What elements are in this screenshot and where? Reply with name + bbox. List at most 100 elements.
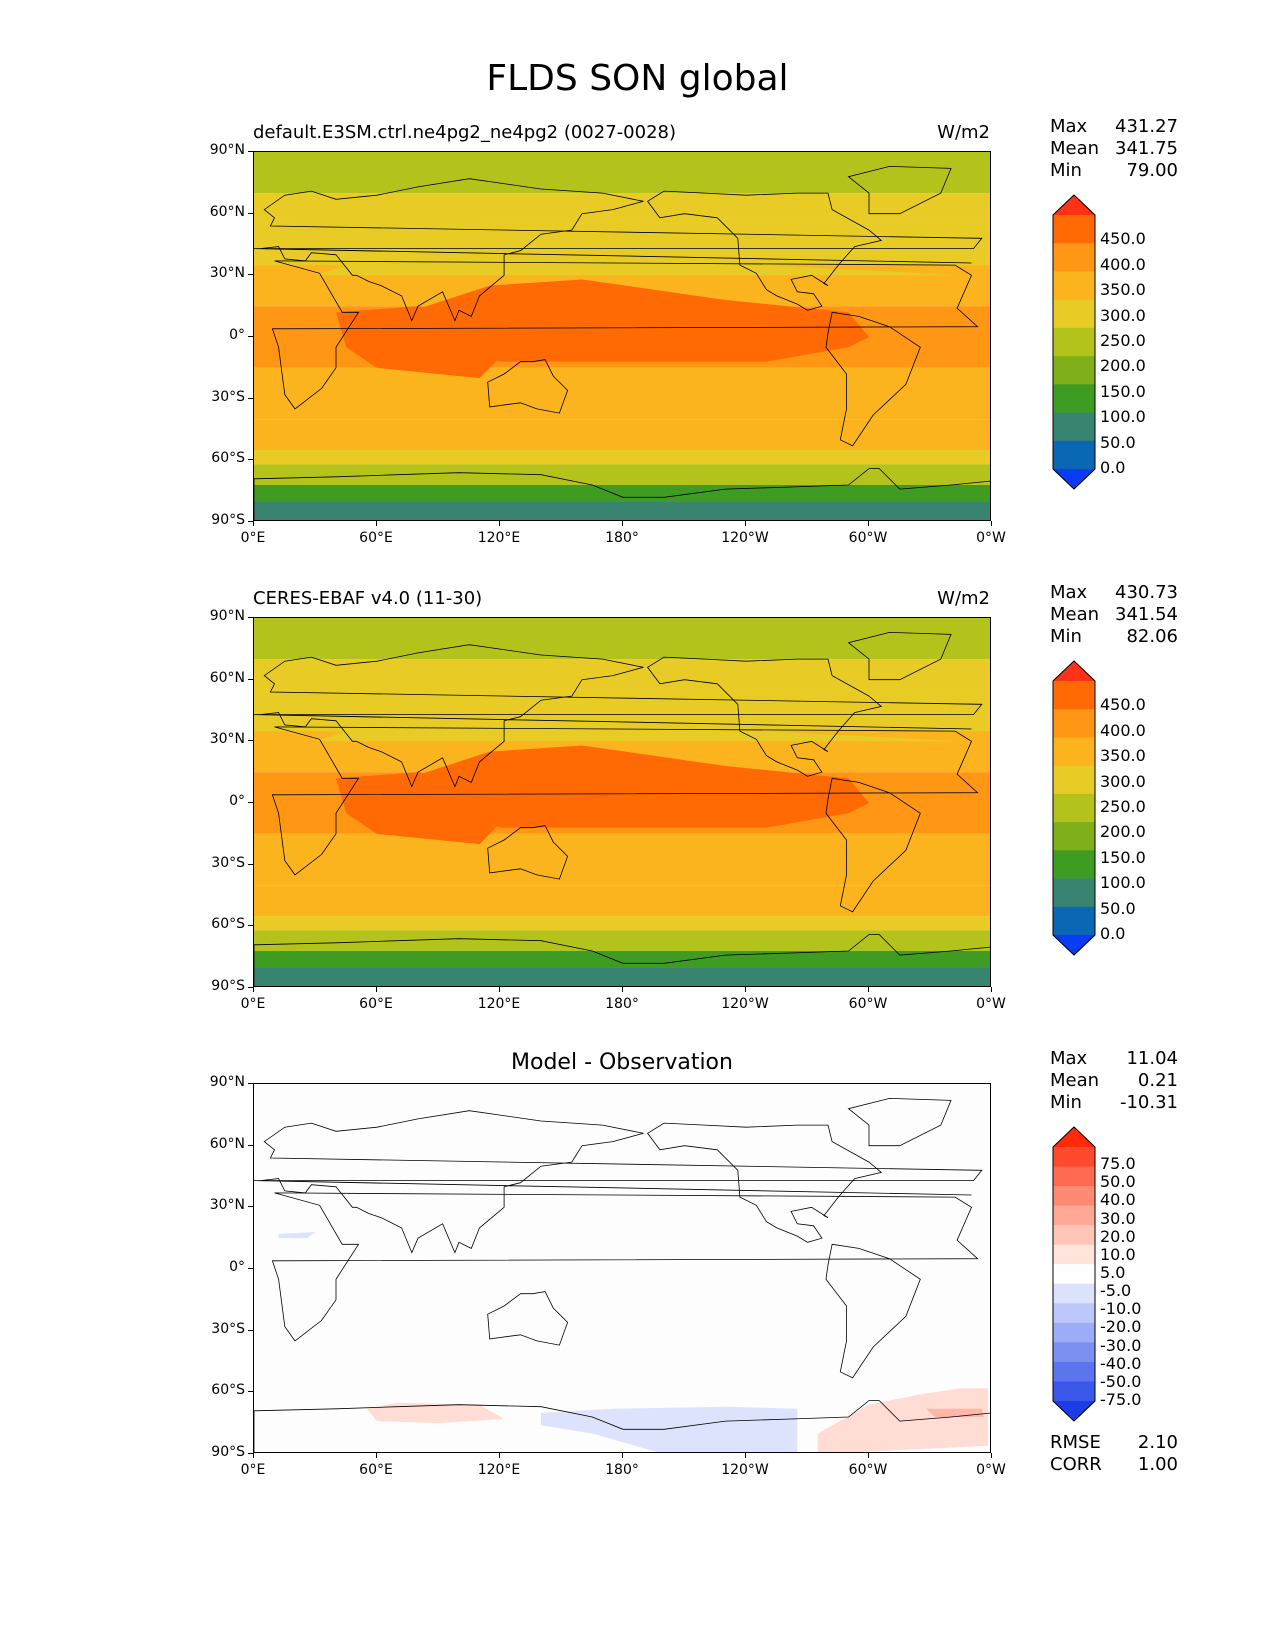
colorbar-extend-min xyxy=(1053,469,1095,489)
lon-tick-mark xyxy=(868,521,869,526)
lon-tick-label: 60°W xyxy=(848,530,888,546)
lat-tick-label: 90°N xyxy=(209,142,245,158)
lat-tick-label: 0° xyxy=(229,327,245,343)
mean-value: 341.75 xyxy=(1115,138,1178,159)
panel2-title: CERES-EBAF v4.0 (11-30) xyxy=(253,588,483,609)
colorbar-segment xyxy=(1053,1342,1095,1363)
colorbar-segment xyxy=(1053,1244,1095,1265)
lat-tick-label: 60°S xyxy=(211,450,245,467)
lat-tick-mark xyxy=(248,1144,253,1146)
colorbar-tick-label: 300.0 xyxy=(1100,305,1146,325)
lon-tick-label: 0°W xyxy=(976,996,1006,1012)
diff-pos-weddell xyxy=(817,1388,988,1452)
lat-tick-label: 90°S xyxy=(211,978,245,994)
coastline-3 xyxy=(825,1243,921,1379)
map-svg xyxy=(254,1084,990,1452)
colorbar-segment xyxy=(1053,737,1095,767)
lat-tick-mark xyxy=(248,740,253,742)
lon-tick-mark xyxy=(991,987,992,992)
lon-tick-label: 0°W xyxy=(976,530,1006,546)
colorbar-tick-label: 350.0 xyxy=(1100,280,1146,300)
colorbar-tick-label: 10.0 xyxy=(1100,1244,1136,1264)
coastline-3 xyxy=(825,777,921,913)
min-value: 82.06 xyxy=(1126,626,1178,647)
lon-tick-mark xyxy=(253,1453,254,1458)
colorbar-segment xyxy=(1053,299,1095,329)
colorbar-extend-min xyxy=(1053,1401,1095,1421)
field-band-7 xyxy=(254,916,990,931)
coastline-5 xyxy=(847,165,952,215)
diff-background xyxy=(254,1084,990,1452)
lon-tick-label: 0°E xyxy=(240,1462,266,1478)
lat-tick-mark xyxy=(248,802,253,803)
colorbar-tick-label: 50.0 xyxy=(1100,1172,1136,1192)
lon-tick-label: 180° xyxy=(605,1462,639,1478)
colorbar-svg xyxy=(1052,660,1096,956)
diff-pos-weddell-core xyxy=(926,1408,984,1417)
field-indian-warm xyxy=(336,772,500,845)
colorbar-extend-min xyxy=(1053,935,1095,955)
lon-tick-label: 120°W xyxy=(721,530,769,546)
lat-tick-label: 60°N xyxy=(209,203,245,220)
colorbar-tick-label: 5.0 xyxy=(1100,1263,1126,1282)
field-band-0 xyxy=(254,152,990,194)
coastline-6 xyxy=(254,1400,990,1452)
colorbar-segment xyxy=(1053,681,1095,710)
colorbar-outline xyxy=(1052,660,1096,956)
colorbar-tick-label: 30.0 xyxy=(1100,1208,1136,1228)
max-label: Max xyxy=(1050,116,1088,137)
colorbar-tick-label: 400.0 xyxy=(1100,720,1146,740)
max-label: Max xyxy=(1050,582,1088,603)
colorbar-tick-label: 150.0 xyxy=(1100,381,1146,401)
lon-tick-mark xyxy=(499,521,500,526)
colorbar-outline xyxy=(1052,1126,1096,1422)
lon-tick-mark xyxy=(622,521,623,526)
field-band-8 xyxy=(254,930,990,951)
colorbar-segment xyxy=(1053,793,1095,823)
field-indian-warm xyxy=(336,306,500,379)
field-band-5 xyxy=(254,367,990,420)
lat-tick-label: 0° xyxy=(229,1259,245,1275)
lat-tick-label: 30°N xyxy=(209,265,245,282)
coastline-1 xyxy=(254,644,983,788)
coastline-6 xyxy=(254,468,990,520)
lat-tick-mark xyxy=(248,1206,253,1208)
lat-tick-mark xyxy=(248,212,253,214)
colorbar-tick-label: 250.0 xyxy=(1100,797,1146,816)
panel3-stats: Max 11.04 Mean 0.21 Min -10.31 xyxy=(1050,1048,1178,1114)
panel2-units: W/m2 xyxy=(937,588,990,609)
colorbar-segment xyxy=(1053,765,1095,795)
colorbar-segment xyxy=(1053,709,1095,738)
lon-tick-label: 120°E xyxy=(477,530,521,546)
colorbar-tick-label: -40.0 xyxy=(1100,1353,1142,1373)
max-value: 431.27 xyxy=(1115,116,1178,137)
colorbar-svg xyxy=(1052,194,1096,490)
field-dry-north xyxy=(254,675,962,742)
field-band-8 xyxy=(254,464,990,485)
max-label: Max xyxy=(1050,1048,1088,1069)
panel1-map xyxy=(253,151,991,521)
colorbar-tick-label: 150.0 xyxy=(1100,847,1146,867)
colorbar-segment xyxy=(1053,1283,1095,1304)
lat-tick-label: 90°S xyxy=(211,512,245,528)
colorbar-tick-label: -5.0 xyxy=(1100,1281,1132,1301)
lon-tick-mark xyxy=(376,521,377,526)
coastline-0 xyxy=(271,726,979,876)
colorbar-segment xyxy=(1053,1225,1095,1246)
corr-label: CORR xyxy=(1050,1454,1102,1475)
colorbar-tick-label: -20.0 xyxy=(1100,1317,1142,1337)
lat-tick-mark xyxy=(248,1391,253,1393)
rmse-value: 2.10 xyxy=(1137,1432,1178,1453)
lat-tick-mark xyxy=(248,397,253,399)
colorbar-segment xyxy=(1053,850,1095,880)
colorbar-tick-label: 400.0 xyxy=(1100,254,1146,274)
colorbar-segment xyxy=(1053,878,1095,908)
colorbar-segment xyxy=(1053,243,1095,272)
min-label: Min xyxy=(1050,160,1082,181)
colorbar-svg xyxy=(1052,1126,1096,1422)
colorbar-tick-label: 100.0 xyxy=(1100,873,1146,893)
coastline-2 xyxy=(647,190,883,311)
mean-label: Mean xyxy=(1050,1070,1100,1091)
lat-tick-mark xyxy=(248,151,253,152)
lon-tick-mark xyxy=(499,987,500,992)
